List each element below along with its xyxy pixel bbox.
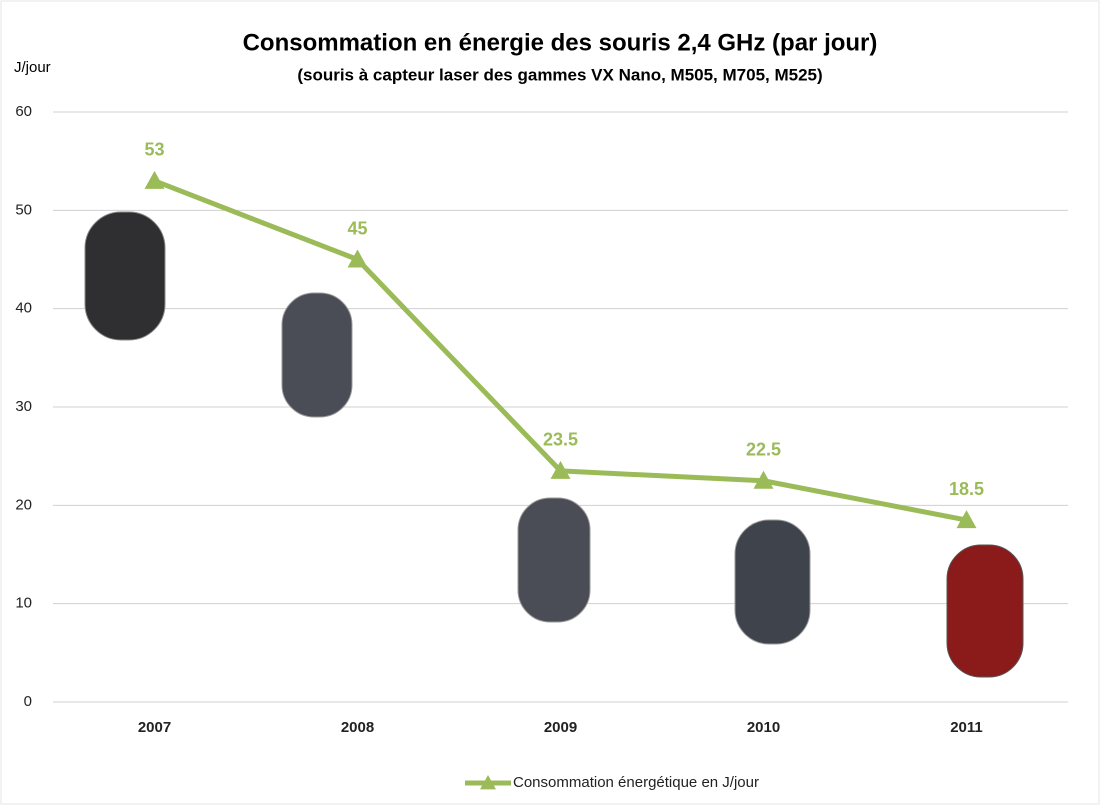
- data-label: 53: [144, 140, 164, 160]
- x-tick-label: 2009: [544, 719, 577, 736]
- y-tick-label: 40: [15, 300, 32, 317]
- mouse-image: [281, 292, 353, 418]
- y-tick-label: 30: [15, 398, 32, 415]
- x-tick-label: 2008: [341, 719, 374, 736]
- chart-title: Consommation en énergie des souris 2,4 G…: [243, 29, 878, 56]
- data-label: 22.5: [746, 440, 781, 460]
- mouse-image: [517, 497, 591, 623]
- chart-subtitle: (souris à capteur laser des gammes VX Na…: [297, 65, 822, 84]
- x-tick-label: 2011: [950, 719, 983, 736]
- y-tick-label: 60: [15, 103, 32, 120]
- data-marker: [347, 249, 368, 268]
- data-marker: [144, 170, 165, 189]
- mouse-image: [734, 519, 811, 645]
- data-label: 23.5: [543, 430, 578, 450]
- y-tick-label: 50: [15, 201, 32, 218]
- y-tick-label: 0: [24, 693, 32, 710]
- data-marker: [550, 460, 571, 479]
- x-tick-label: 2007: [138, 719, 171, 736]
- data-marker: [956, 510, 977, 529]
- legend-marker: [480, 775, 496, 790]
- mouse-image: [84, 211, 166, 341]
- mouse-images: [84, 211, 1024, 678]
- x-tick-label: 2010: [747, 719, 780, 736]
- y-axis-label: J/jour: [14, 59, 51, 76]
- data-label: 45: [347, 218, 367, 238]
- data-marker: [753, 470, 774, 489]
- data-label: 18.5: [949, 479, 984, 499]
- y-tick-label: 20: [15, 496, 32, 513]
- legend-label: Consommation énergétique en J/jour: [513, 774, 759, 791]
- y-tick-label: 10: [15, 595, 32, 612]
- mouse-image: [946, 544, 1024, 678]
